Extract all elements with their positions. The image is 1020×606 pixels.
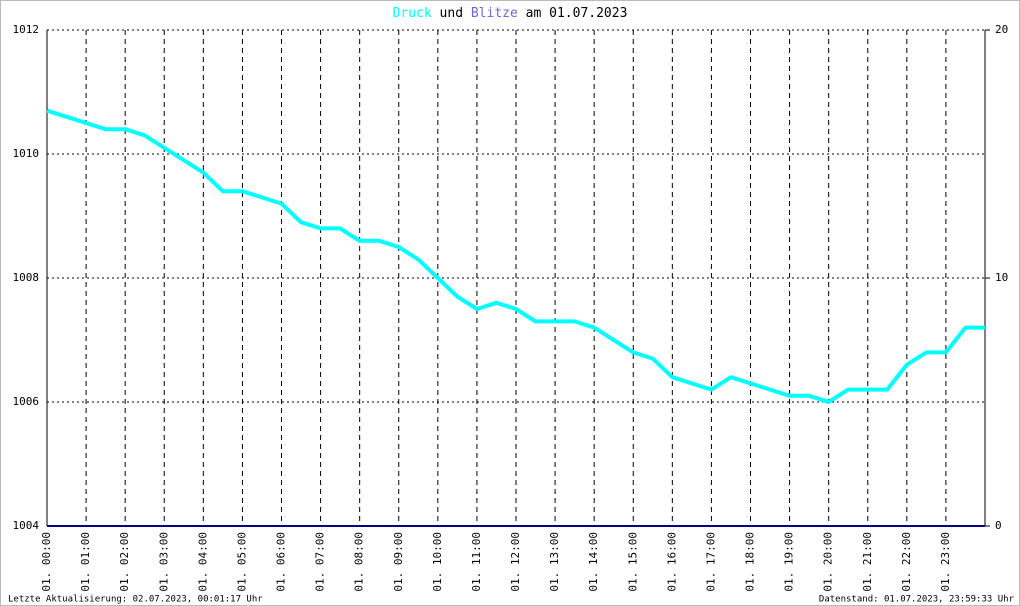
y-tick-label: 1012 (13, 23, 40, 36)
x-tick-label: 01. 16:00 (665, 532, 678, 592)
x-tick-label: 01. 15:00 (626, 532, 639, 592)
x-tick-label: 01. 10:00 (431, 532, 444, 592)
y-tick-label: 1004 (13, 519, 40, 532)
title-series-1: Druck (393, 6, 432, 21)
x-tick-label: 01. 11:00 (470, 532, 483, 592)
x-tick-label: 01. 07:00 (314, 532, 327, 592)
x-tick-label: 01. 00:00 (40, 532, 53, 592)
x-tick-label: 01. 05:00 (235, 532, 248, 592)
footer-right: Datenstand: 01.07.2023, 23:59:33 Uhr (819, 595, 1015, 605)
series-line (46, 108, 985, 404)
x-tick-label: 01. 08:00 (353, 532, 366, 592)
y-tick-label: 1010 (13, 147, 40, 160)
x-tick-label: 01. 18:00 (744, 532, 757, 592)
title-series-2: Blitze (471, 6, 518, 21)
x-tick-label: 01. 13:00 (548, 532, 561, 592)
x-tick-label: 01. 02:00 (118, 532, 131, 592)
y2-tick-label: 0 (995, 519, 1002, 532)
x-tick-label: 01. 19:00 (783, 532, 796, 592)
x-tick-label: 01. 20:00 (822, 532, 835, 592)
footer-left: Letzte Aktualisierung: 02.07.2023, 00:01… (8, 595, 263, 605)
x-tick-label: 01. 23:00 (939, 532, 952, 592)
x-tick-label: 01. 17:00 (704, 532, 717, 592)
chart-title: Druck und Blitze am 01.07.2023 (393, 6, 628, 21)
x-tick-label: 01. 03:00 (157, 532, 170, 592)
x-tick-label: 01. 06:00 (275, 532, 288, 592)
y-tick-label: 1006 (13, 395, 40, 408)
y2-tick-label: 20 (995, 23, 1008, 36)
y-tick-label: 1008 (13, 271, 40, 284)
x-tick-label: 01. 01:00 (79, 532, 92, 592)
x-tick-label: 01. 22:00 (900, 532, 913, 592)
x-tick-label: 01. 12:00 (509, 532, 522, 592)
title-part: am 01.07.2023 (526, 6, 628, 21)
title-part: und (440, 6, 463, 21)
x-tick-label: 01. 09:00 (392, 532, 405, 592)
y2-tick-label: 10 (995, 271, 1008, 284)
x-tick-label: 01. 04:00 (196, 532, 209, 592)
x-tick-label: 01. 21:00 (861, 532, 874, 592)
x-tick-label: 01. 14:00 (587, 532, 600, 592)
